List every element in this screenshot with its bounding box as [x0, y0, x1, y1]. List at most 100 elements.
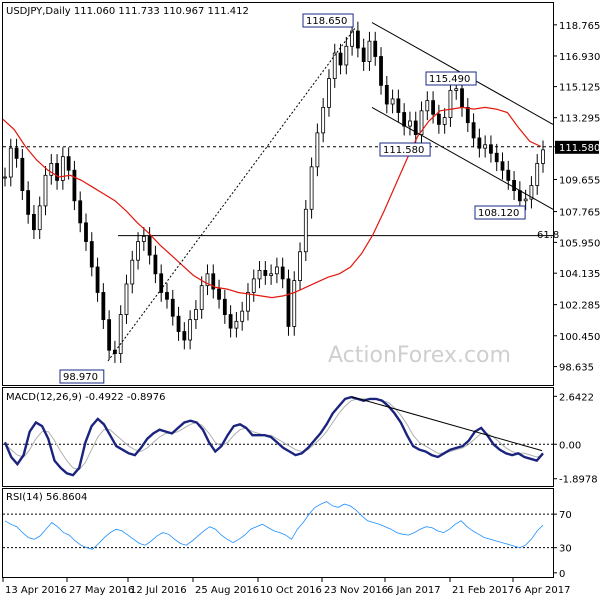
price-tick-label: 115.125 [559, 83, 600, 94]
price-candle-body [95, 266, 100, 293]
price-candle-body [251, 278, 256, 293]
x-tick-label: 27 May 2016 [69, 585, 134, 596]
price-candle-body [234, 320, 239, 329]
rsi-panel [2, 488, 554, 578]
price-candle-body [89, 241, 94, 268]
macd-signal-line [4, 398, 544, 471]
price-tick-label: 100.450 [559, 332, 600, 343]
price-candle-body [350, 30, 354, 47]
macd-trend-line [351, 396, 543, 452]
annotation-high-box [302, 13, 354, 28]
price-tick-label: 116.930 [559, 52, 600, 63]
price-candle-body [257, 269, 262, 280]
price-candle-body [165, 292, 169, 300]
price-candle-body [355, 30, 360, 49]
price-header: USDJPY,Daily 111.060 111.733 110.967 111… [6, 6, 249, 17]
price-candle-body [118, 314, 123, 354]
price-candle-body [136, 241, 140, 261]
annotation-level: 111.580 [383, 145, 424, 156]
macd-series: 2.6422 0.00 -1.8978 [3, 392, 598, 486]
price-candle-body [396, 98, 401, 113]
price-candle-body [176, 315, 181, 332]
price-candle-body [408, 120, 412, 127]
macd-line [3, 395, 544, 477]
annotation-low-box [474, 205, 526, 220]
price-tick-label: 118.765 [559, 21, 600, 32]
channel-lower-line [371, 106, 554, 210]
price-candle-body [379, 56, 383, 86]
price-candle-body [60, 156, 65, 181]
price-candle-body [43, 174, 48, 207]
price-candle-body [448, 90, 453, 118]
price-candle-body [529, 185, 534, 200]
price-candle-body [217, 288, 221, 300]
rsi-line [4, 501, 544, 550]
price-candle-body [315, 132, 320, 168]
annotation-bottom: 98.970 [63, 372, 98, 383]
price-candle-body [274, 266, 279, 275]
price-candle-body [431, 100, 435, 115]
price-candle-body [211, 273, 216, 290]
price-candle-body [489, 144, 493, 154]
price-candle-body [26, 190, 31, 215]
price-candle-body [66, 156, 71, 171]
price-candle-body [159, 273, 164, 293]
price-candle-body [338, 52, 343, 66]
rsi-tick-label: 30 [559, 544, 572, 555]
macd-header: MACD(12,26,9) -0.4922 -0.8976 [6, 392, 166, 403]
price-candle-body [246, 292, 250, 312]
price-candle-body [55, 163, 59, 181]
price-candle-body [280, 266, 285, 280]
price-tick-label: 107.765 [559, 208, 600, 219]
price-candle-body [130, 259, 135, 285]
watermark: ActionForex.com [328, 343, 511, 368]
annotation-swing-high: 115.490 [429, 74, 470, 85]
price-candle-body [182, 331, 187, 341]
price-candle-body [373, 40, 378, 57]
price-tick-label: 113.295 [559, 114, 600, 125]
current-price-tag [555, 140, 599, 154]
price-panel [2, 2, 554, 386]
price-candle-body [332, 52, 337, 79]
price-tick-label: 104.135 [559, 269, 600, 280]
price-candle-body [222, 298, 227, 315]
price-candle-body [269, 273, 274, 276]
price-tick-label: 109.655 [559, 175, 600, 186]
price-candle-body [3, 176, 7, 179]
price-candle-body [303, 208, 308, 253]
price-tick-label: 105.950 [559, 238, 600, 249]
rsi-header: RSI(14) 56.8604 [6, 492, 87, 503]
price-candle-body [124, 283, 129, 315]
x-tick-label: 13 Apr 2016 [5, 585, 67, 596]
price-candle-body [425, 100, 430, 112]
price-tick-label: 98.635 [559, 363, 594, 374]
price-candle-body [199, 285, 204, 310]
price-candle-body [298, 251, 302, 281]
price-candle-body [494, 152, 499, 163]
price-candle-body [344, 45, 349, 66]
current-price-label: 111.580 [559, 143, 600, 154]
price-candle-body [512, 180, 516, 192]
fib-618-label: 61.8 [537, 230, 559, 241]
price-candle-body [471, 122, 476, 139]
x-tick-label: 21 Feb 2017 [452, 585, 514, 596]
price-candle-body [384, 84, 389, 105]
macd-panel [2, 387, 554, 487]
price-candle-body [292, 280, 297, 327]
price-candle-body [477, 137, 482, 149]
x-tick-label: 10 Oct 2016 [260, 585, 322, 596]
x-tick-label: 12 Jul 2016 [130, 585, 187, 596]
price-candle-body [37, 205, 42, 231]
x-tick-label: 25 Aug 2016 [195, 585, 259, 596]
price-candle-body [113, 349, 117, 354]
price-candle-body [107, 319, 112, 351]
price-candle-body [309, 166, 314, 210]
price-candle-body [32, 213, 36, 231]
price-candle-body [541, 149, 545, 164]
price-candle-body [402, 112, 407, 127]
price-candle-body [205, 273, 210, 287]
price-candle-body [147, 236, 152, 256]
price-candle-body [286, 278, 291, 327]
price-candle-body [500, 161, 505, 171]
